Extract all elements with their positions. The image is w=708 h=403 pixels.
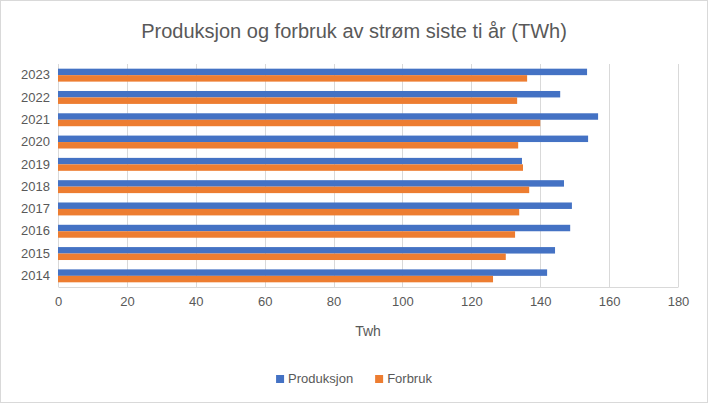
y-tick-label: 2018: [21, 179, 50, 194]
y-tick: 2019: [21, 157, 58, 172]
bar: [58, 97, 517, 103]
y-tick: 2017: [21, 201, 58, 216]
x-tick: 40: [189, 287, 203, 309]
x-tick-label: 100: [392, 294, 414, 309]
series: [58, 69, 598, 276]
y-tick-label: 2017: [21, 201, 50, 216]
y-tick-label: 2021: [21, 112, 50, 127]
x-axis-title: Twh: [355, 323, 381, 339]
y-tick-label: 2020: [21, 134, 50, 149]
x-tick-label: 20: [120, 294, 134, 309]
x-tick: 140: [530, 287, 552, 309]
legend-label: Forbruk: [387, 371, 432, 386]
y-tick-label: 2019: [21, 157, 50, 172]
bar: [58, 142, 518, 148]
x-tick: 160: [599, 287, 621, 309]
x-axis: 0 20 40 60 80 100 120 140 160 180: [55, 287, 689, 309]
chart: Produksjon og forbruk av strøm siste ti …: [0, 0, 708, 403]
bar: [58, 69, 587, 75]
bar: [58, 209, 519, 215]
x-tick-label: 0: [55, 294, 62, 309]
legend-swatch: [375, 375, 383, 383]
y-tick: 2022: [21, 90, 58, 105]
x-tick: 80: [327, 287, 341, 309]
grid-line: [678, 64, 679, 287]
bar: [58, 113, 598, 119]
x-tick-label: 80: [327, 294, 341, 309]
grid: [59, 64, 679, 287]
bar: [58, 136, 588, 142]
x-tick: 100: [392, 287, 414, 309]
y-tick-label: 2015: [21, 246, 50, 261]
x-tick-label: 60: [258, 294, 272, 309]
y-tick-label: 2014: [21, 268, 50, 283]
y-tick-label: 2023: [21, 67, 50, 82]
x-tick-label: 120: [461, 294, 483, 309]
legend-swatch: [276, 375, 284, 383]
y-tick: 2018: [21, 179, 58, 194]
legend: Produksjon Forbruk: [276, 371, 432, 386]
y-tick: 2023: [21, 67, 58, 82]
bars: [58, 69, 598, 283]
legend-item: Produksjon: [276, 371, 353, 386]
x-tick-label: 160: [599, 294, 621, 309]
x-tick: 120: [461, 287, 483, 309]
bar: [58, 180, 564, 186]
x-tick: 20: [120, 287, 134, 309]
legend-item: Forbruk: [375, 371, 432, 386]
bar: [58, 75, 527, 81]
x-tick: 180: [668, 287, 690, 309]
x-tick-label: 140: [530, 294, 552, 309]
y-tick: 2021: [21, 112, 58, 127]
bar: [58, 164, 523, 170]
bar: [58, 231, 515, 237]
x-axis-line: [59, 287, 679, 288]
bar: [58, 254, 506, 260]
y-tick: 2020: [21, 134, 58, 149]
bar: [58, 91, 560, 97]
series: [58, 75, 540, 282]
y-tick-label: 2022: [21, 90, 50, 105]
y-tick-label: 2016: [21, 223, 50, 238]
x-tick: 0: [55, 287, 62, 309]
bar: [58, 247, 555, 253]
bar: [58, 276, 493, 282]
chart-frame: [1, 1, 708, 403]
title: Produksjon og forbruk av strøm siste ti …: [141, 20, 567, 42]
bar: [58, 158, 522, 164]
x-tick-label: 40: [189, 294, 203, 309]
bar: [58, 269, 547, 275]
y-tick: 2016: [21, 223, 58, 238]
x-tick-label: 180: [668, 294, 690, 309]
x-tick: 60: [258, 287, 272, 309]
bar: [58, 225, 570, 231]
y-axis: 2014 2015 2016 2017 2018 2019 2020 2021 2022 2023: [21, 67, 58, 283]
bar: [58, 120, 540, 126]
y-tick: 2015: [21, 246, 58, 261]
y-tick: 2014: [21, 268, 58, 283]
legend-label: Produksjon: [288, 371, 353, 386]
bar: [58, 202, 572, 208]
grid-line: [609, 64, 610, 287]
bar: [58, 187, 529, 193]
